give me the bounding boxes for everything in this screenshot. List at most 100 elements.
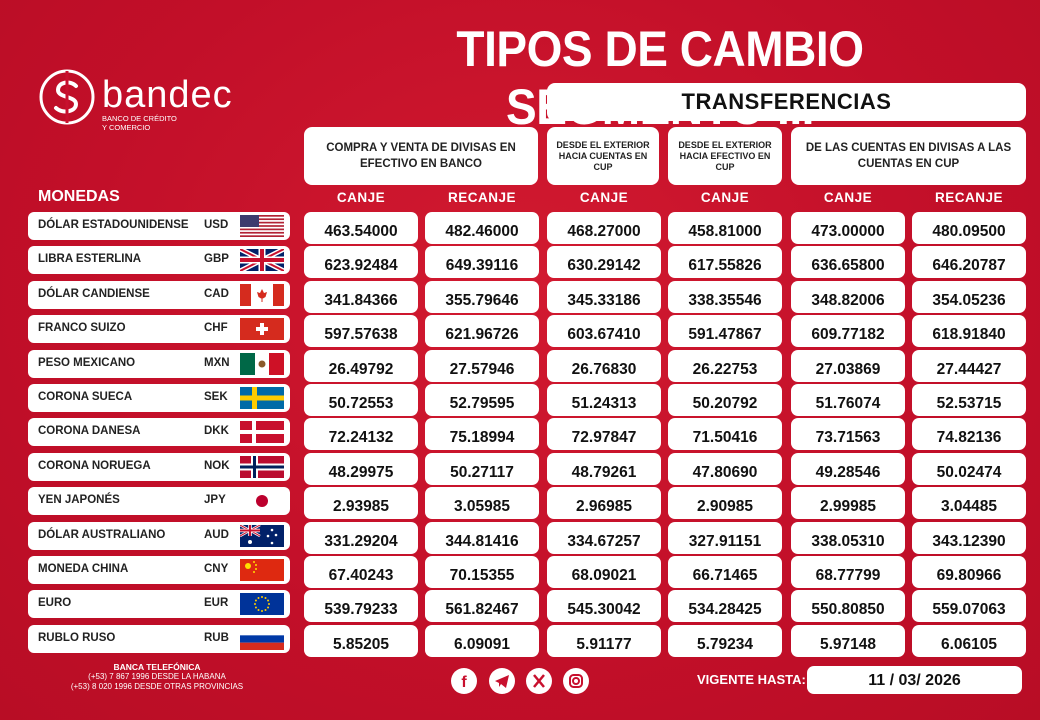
column-header: RECANJE xyxy=(447,190,516,205)
rate-cell: 2.93985 xyxy=(304,487,418,520)
bandec-logo: bandec BANCO DE CRÉDITO Y COMERCIO xyxy=(36,66,276,136)
currency-name: CORONA SUECA xyxy=(38,391,133,403)
phone-habana: (+53) 7 867 1996 DESDE LA HABANA xyxy=(88,672,226,681)
rate-cell: 26.49792 xyxy=(304,349,418,382)
currency-name: DÓLAR AUSTRALIANO xyxy=(38,528,166,541)
currency-code: CAD xyxy=(204,287,229,300)
currency-code: DKK xyxy=(204,425,229,438)
rate-cell: 534.28425 xyxy=(668,590,782,623)
column-header: CANJE xyxy=(823,190,873,205)
currency-row: DÓLAR AUSTRALIANO AUD 331.29204 344.81416 33… xyxy=(0,521,1040,554)
rate-cell: 463.54000 xyxy=(304,212,418,244)
russia-flag xyxy=(240,627,284,650)
brand-subtitle: BANCO DE CRÉDITO Y COMERCIO xyxy=(102,114,222,132)
rate-cell: 51.24313 xyxy=(547,384,661,416)
currency-name: DÓLAR ESTADOUNIDENSE xyxy=(38,219,189,231)
currency-row: LIBRA ESTERLINA GBP 623.92484 649.39116 630.… xyxy=(0,246,1040,279)
vigente-date: 11 / 03/ 2026 xyxy=(807,666,1022,694)
banca-title: BANCA TELEFÓNICA xyxy=(113,662,201,672)
currency-row: FRANCO SUIZO CHF 597.57638 621.96726 603.674… xyxy=(0,315,1040,348)
x-icon[interactable] xyxy=(526,668,552,694)
transferencias-header: TRANSFERENCIAS xyxy=(547,83,1026,121)
rate-cell: 480.09500 xyxy=(912,212,1026,244)
rate-cell: 338.35546 xyxy=(668,280,782,313)
rate-cell: 561.82467 xyxy=(425,590,539,623)
rate-cell: 27.03869 xyxy=(791,349,905,382)
currency-label: RUBLO RUSO RUB xyxy=(28,624,290,653)
rate-cell: 71.50416 xyxy=(668,418,782,451)
instagram-icon[interactable] xyxy=(563,668,589,694)
vigente-label: VIGENTE HASTA: xyxy=(697,672,806,687)
rate-cell: 355.79646 xyxy=(425,280,539,313)
banca-telefonica: BANCA TELEFÓNICA (+53) 7 867 1996 DESDE … xyxy=(62,662,252,692)
sweden-flag xyxy=(240,387,284,409)
rate-cell: 609.77182 xyxy=(791,315,905,348)
japan-flag xyxy=(240,490,284,513)
currency-name: PESO MEXICANO xyxy=(38,356,136,369)
currency-code: AUD xyxy=(204,528,229,541)
rate-cell: 67.40243 xyxy=(304,556,418,588)
currency-code: CNY xyxy=(204,563,229,575)
rate-cell: 617.55826 xyxy=(668,246,782,279)
rate-cell: 66.71465 xyxy=(668,556,782,588)
rate-cell: 646.20787 xyxy=(912,246,1026,279)
currency-code: NOK xyxy=(204,459,230,472)
canada-flag xyxy=(240,283,284,306)
china-flag xyxy=(240,559,284,581)
rate-cell: 5.91177 xyxy=(547,624,661,657)
currency-row: PESO MEXICANO MXN 26.49792 27.57946 26.76830… xyxy=(0,349,1040,382)
rate-cell: 52.79595 xyxy=(425,384,539,416)
rate-cell: 473.00000 xyxy=(791,212,905,244)
group-exterior-cuentas-header: DESDE EL EXTERIOR HACIA CUENTAS EN CUP xyxy=(547,127,659,185)
currency-row: MONEDA CHINA CNY 67.40243 70.15355 68.09021 6… xyxy=(0,556,1040,588)
rate-cell: 69.80966 xyxy=(912,556,1026,588)
mexico-flag xyxy=(240,352,284,375)
rate-cell: 539.79233 xyxy=(304,590,418,623)
currency-row: EURO EUR 539.79233 561.82467 545.30042 534.28… xyxy=(0,590,1040,623)
rate-cell: 2.90985 xyxy=(668,487,782,520)
rate-cell: 52.53715 xyxy=(912,384,1026,416)
currency-label: DÓLAR AUSTRALIANO AUD xyxy=(28,521,290,550)
rate-cell: 2.99985 xyxy=(791,487,905,520)
rate-cell: 550.80850 xyxy=(791,590,905,623)
rate-cell: 5.97148 xyxy=(791,624,905,657)
facebook-icon[interactable]: f xyxy=(451,668,477,694)
currency-code: USD xyxy=(204,219,229,231)
currency-name: CORONA DANESA xyxy=(38,425,141,438)
rate-cell: 331.29204 xyxy=(304,521,418,554)
currency-code: GBP xyxy=(204,253,229,266)
currency-name: FRANCO SUIZO xyxy=(38,322,126,335)
currency-row: DÓLAR ESTADOUNIDENSE USD 463.54000 482.4600… xyxy=(0,212,1040,244)
rate-cell: 68.09021 xyxy=(547,556,661,588)
currency-code: SEK xyxy=(204,391,228,403)
rate-cell: 70.15355 xyxy=(425,556,539,588)
telegram-icon[interactable] xyxy=(489,668,515,694)
column-header: CANJE xyxy=(579,190,629,205)
brand-subtitle-line2: Y COMERCIO xyxy=(102,123,151,132)
rate-cell: 345.33186 xyxy=(547,280,661,313)
rate-cell: 344.81416 xyxy=(425,521,539,554)
rate-cell: 334.67257 xyxy=(547,521,661,554)
rate-cell: 591.47867 xyxy=(668,315,782,348)
rate-cell: 48.79261 xyxy=(547,452,661,485)
rate-cell: 545.30042 xyxy=(547,590,661,623)
rate-cell: 458.81000 xyxy=(668,212,782,244)
currency-label: CORONA NORUEGA NOK xyxy=(28,452,290,481)
rate-cell: 73.71563 xyxy=(791,418,905,451)
rate-cell: 26.22753 xyxy=(668,349,782,382)
column-header: RECANJE xyxy=(934,190,1003,205)
currency-label: PESO MEXICANO MXN xyxy=(28,349,290,378)
rate-cell: 603.67410 xyxy=(547,315,661,348)
currency-code: RUB xyxy=(204,631,229,644)
rate-cell: 68.77799 xyxy=(791,556,905,588)
rate-cell: 343.12390 xyxy=(912,521,1026,554)
group-exterior-efectivo-header: DESDE EL EXTERIOR HACIA EFECTIVO EN CUP xyxy=(668,127,782,185)
currency-label: CORONA SUECA SEK xyxy=(28,384,290,412)
rate-cell: 468.27000 xyxy=(547,212,661,244)
rate-cell: 50.27117 xyxy=(425,452,539,485)
currency-name: RUBLO RUSO xyxy=(38,631,116,644)
rate-cell: 74.82136 xyxy=(912,418,1026,451)
currency-label: FRANCO SUIZO CHF xyxy=(28,315,290,344)
rate-cell: 50.72553 xyxy=(304,384,418,416)
currency-label: DÓLAR ESTADOUNIDENSE USD xyxy=(28,212,290,240)
